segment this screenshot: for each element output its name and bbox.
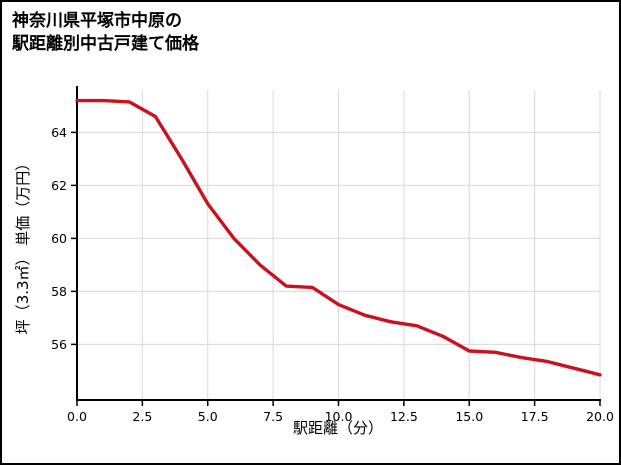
price-line-series bbox=[75, 98, 602, 377]
y-tick-label: 60 bbox=[51, 231, 67, 246]
chart-title-line-1: 神奈川県平塚市中原の bbox=[12, 11, 182, 31]
x-tick-label: 2.5 bbox=[132, 409, 152, 424]
chart-title: 神奈川県平塚市中原の 駅距離別中古戸建て価格 bbox=[12, 10, 199, 56]
y-axis-label: 坪（3.3㎡） 単価（万円） bbox=[14, 156, 32, 335]
y-tick-label: 58 bbox=[51, 284, 67, 299]
y-tick-label: 62 bbox=[51, 178, 67, 193]
x-axis-label: 駅距離（分） bbox=[293, 419, 383, 437]
y-tick-label: 56 bbox=[51, 337, 67, 352]
x-tick-label: 0.0 bbox=[67, 409, 87, 424]
y-tick-label: 64 bbox=[51, 125, 67, 140]
gridlines bbox=[76, 90, 601, 400]
x-tick-label: 15.0 bbox=[455, 409, 483, 424]
x-tick-label: 17.5 bbox=[521, 409, 549, 424]
x-tick-label: 7.5 bbox=[263, 409, 283, 424]
axes: 0.0 2.5 5.0 7.5 10.0 12.5 15.0 17.5 20.0 56 58 60 62… bbox=[51, 86, 614, 424]
x-tick-label: 20.0 bbox=[586, 409, 614, 424]
x-tick-label: 12.5 bbox=[390, 409, 418, 424]
chart-title-line-2: 駅距離別中古戸建て価格 bbox=[12, 33, 199, 54]
price-line bbox=[75, 98, 602, 377]
x-tick-label: 5.0 bbox=[198, 409, 218, 424]
x-tick-label: 10.0 bbox=[325, 409, 353, 424]
